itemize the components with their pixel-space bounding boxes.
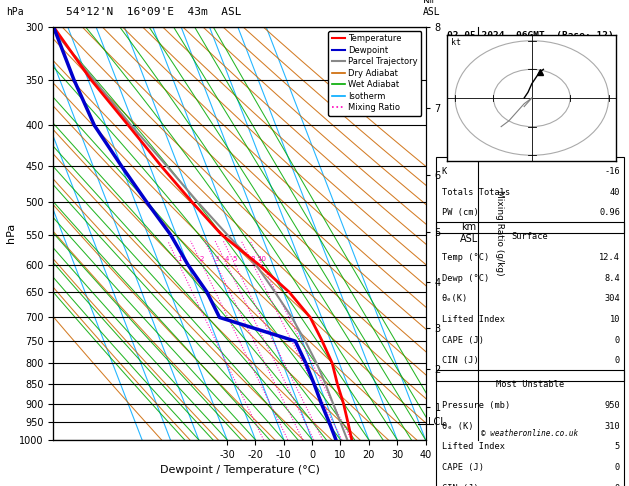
Dewpoint	[216, 314, 223, 320]
Text: θₑ (K): θₑ (K)	[442, 422, 473, 431]
Dewpoint	[167, 232, 174, 238]
Text: hPa: hPa	[6, 7, 24, 17]
Text: 10: 10	[258, 257, 267, 262]
Parcel Trajectory	[321, 381, 329, 387]
Text: Dewp (°C): Dewp (°C)	[442, 274, 489, 283]
Dewpoint	[50, 24, 57, 30]
Temperature	[218, 232, 225, 238]
Text: θₑ(K): θₑ(K)	[442, 295, 468, 303]
Legend: Temperature, Dewpoint, Parcel Trajectory, Dry Adiabat, Wet Adiabat, Isotherm, Mi: Temperature, Dewpoint, Parcel Trajectory…	[328, 31, 421, 116]
Temperature	[125, 122, 132, 128]
Text: 8: 8	[251, 257, 255, 262]
Dewpoint	[325, 419, 333, 425]
Text: Lifted Index: Lifted Index	[442, 315, 504, 324]
Text: CAPE (J): CAPE (J)	[442, 336, 484, 345]
Dewpoint	[310, 381, 318, 387]
Text: LCL: LCL	[428, 417, 446, 427]
Text: 0: 0	[615, 463, 620, 472]
Text: © weatheronline.co.uk: © weatheronline.co.uk	[481, 429, 579, 438]
Parcel Trajectory	[288, 314, 296, 320]
Text: Pressure (mb): Pressure (mb)	[442, 401, 510, 410]
Parcel Trajectory	[301, 338, 309, 344]
Parcel Trajectory	[90, 77, 97, 83]
Text: 3: 3	[214, 257, 218, 262]
Line: Dewpoint: Dewpoint	[53, 27, 336, 440]
Text: km
ASL: km ASL	[423, 0, 440, 17]
Text: CAPE (J): CAPE (J)	[442, 463, 484, 472]
Text: 0: 0	[615, 484, 620, 486]
Line: Parcel Trajectory: Parcel Trajectory	[50, 27, 347, 440]
Temperature	[255, 261, 262, 267]
Text: Most Unstable: Most Unstable	[496, 381, 564, 389]
Temperature	[286, 289, 293, 295]
Text: 304: 304	[604, 295, 620, 303]
Text: 5: 5	[233, 257, 237, 262]
Parcel Trajectory	[128, 122, 135, 128]
Parcel Trajectory	[47, 24, 54, 30]
Parcel Trajectory	[163, 163, 170, 169]
Text: 5: 5	[615, 442, 620, 451]
Temperature	[318, 338, 326, 344]
Dewpoint	[70, 77, 77, 83]
Temperature	[348, 437, 355, 443]
Text: 12.4: 12.4	[599, 253, 620, 262]
Text: Surface: Surface	[511, 232, 548, 242]
Dewpoint	[291, 338, 299, 344]
Temperature	[328, 360, 336, 366]
Text: 8.4: 8.4	[604, 274, 620, 283]
Temperature	[87, 77, 94, 83]
Text: 02.05.2024  06GMT  (Base: 12): 02.05.2024 06GMT (Base: 12)	[447, 31, 613, 40]
Dewpoint	[184, 261, 192, 267]
Parcel Trajectory	[271, 289, 279, 295]
Text: Temp (°C): Temp (°C)	[442, 253, 489, 262]
Temperature	[157, 163, 165, 169]
X-axis label: Dewpoint / Temperature (°C): Dewpoint / Temperature (°C)	[160, 465, 320, 475]
Text: PW (cm): PW (cm)	[442, 208, 479, 218]
Text: CIN (J): CIN (J)	[442, 356, 479, 365]
Text: CIN (J): CIN (J)	[442, 484, 479, 486]
Dewpoint	[143, 199, 150, 205]
Parcel Trajectory	[313, 360, 320, 366]
Text: Totals Totals: Totals Totals	[442, 188, 510, 197]
Line: Temperature: Temperature	[53, 27, 352, 440]
Text: 10: 10	[610, 315, 620, 324]
Text: -16: -16	[604, 167, 620, 176]
Temperature	[333, 381, 341, 387]
Parcel Trajectory	[252, 261, 260, 267]
Dewpoint	[118, 163, 125, 169]
Dewpoint	[302, 360, 309, 366]
Temperature	[340, 401, 347, 407]
Text: 0: 0	[615, 356, 620, 365]
Temperature	[344, 419, 352, 425]
Text: K: K	[442, 167, 447, 176]
Text: 2: 2	[200, 257, 204, 262]
Temperature	[50, 24, 57, 30]
Dewpoint	[318, 401, 325, 407]
Text: 4: 4	[225, 257, 229, 262]
Text: 310: 310	[604, 422, 620, 431]
Dewpoint	[332, 437, 340, 443]
Y-axis label: Mixing Ratio (g/kg): Mixing Ratio (g/kg)	[496, 191, 504, 276]
Text: 40: 40	[610, 188, 620, 197]
Y-axis label: hPa: hPa	[6, 223, 16, 243]
Y-axis label: km
ASL: km ASL	[459, 223, 477, 244]
Dewpoint	[203, 289, 211, 295]
Text: Lifted Index: Lifted Index	[442, 442, 504, 451]
Temperature	[188, 199, 196, 205]
Text: 0.96: 0.96	[599, 208, 620, 218]
Parcel Trajectory	[343, 437, 351, 443]
Parcel Trajectory	[223, 232, 231, 238]
Text: 0: 0	[615, 336, 620, 345]
Temperature	[306, 314, 314, 320]
Text: 54°12'N  16°09'E  43m  ASL: 54°12'N 16°09'E 43m ASL	[66, 7, 242, 17]
Parcel Trajectory	[194, 199, 201, 205]
Text: 1: 1	[177, 257, 181, 262]
Text: 950: 950	[604, 401, 620, 410]
Dewpoint	[91, 122, 98, 128]
